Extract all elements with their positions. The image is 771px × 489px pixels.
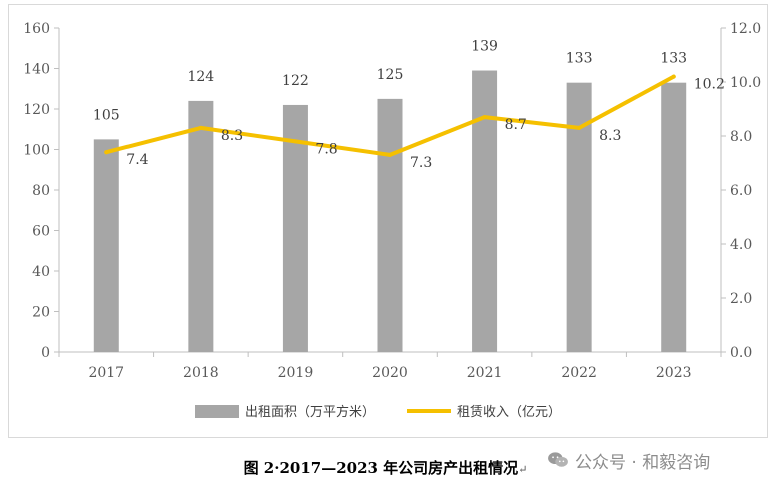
caption-text: 图 2·2017—2023 年公司房产出租情况	[243, 459, 519, 477]
bar-data-label: 133	[660, 51, 687, 67]
bar	[661, 82, 687, 353]
bar	[282, 104, 308, 352]
legend-bar-swatch	[195, 405, 239, 418]
line-point	[671, 74, 676, 79]
left-tick-label: 80	[32, 183, 50, 199]
bar-data-label: 125	[377, 67, 404, 83]
bar-data-label: 139	[471, 39, 498, 55]
labels-layer: 105 124 122 125 139 133 133 7.4 8.3 7.8 7.3 8.7 8.3 1…	[93, 39, 725, 171]
line-layer	[104, 74, 676, 157]
line-data-label: 7.4	[126, 152, 148, 168]
line-data-label: 8.3	[221, 128, 243, 144]
bar-data-label: 122	[282, 73, 309, 89]
line-point	[198, 125, 203, 130]
legend: 出租面积（万平方米） 租赁收入（亿元）	[195, 404, 561, 420]
right-tick-label: 6.0	[730, 183, 752, 199]
paragraph-mark: ↵	[518, 463, 528, 476]
x-tick-label: 2021	[467, 365, 503, 381]
bar	[93, 139, 119, 352]
chart-frame: 0 20 40 60 80 100 120 140 160 0.0 2.0 4.0 6.0 8.0 10.0…	[8, 4, 768, 438]
bar-data-label: 124	[187, 69, 214, 85]
x-tick-label: 2018	[183, 365, 219, 381]
left-tick-label: 100	[23, 143, 50, 159]
left-tick-label: 20	[32, 305, 50, 321]
x-tick-label: 2020	[372, 365, 408, 381]
left-tick-label: 40	[32, 264, 50, 280]
line-point	[482, 115, 487, 120]
bars-layer	[93, 70, 687, 353]
x-tick-label: 2023	[656, 365, 692, 381]
line-data-label: 8.3	[599, 128, 621, 144]
watermark-text: 公众号 · 和毅咨询	[575, 452, 711, 473]
legend-line-label: 租赁收入（亿元）	[457, 405, 561, 420]
x-tick-label: 2017	[88, 365, 124, 381]
right-tick-label: 2.0	[730, 291, 752, 307]
right-tick-label: 0.0	[730, 345, 752, 361]
line-point	[104, 150, 109, 155]
wechat-icon	[548, 452, 568, 467]
left-tick-label: 60	[32, 224, 50, 240]
left-tick-label: 0	[41, 345, 50, 361]
x-tick-label: 2022	[561, 365, 597, 381]
bar-data-label: 133	[566, 51, 593, 67]
left-tick-label: 120	[23, 102, 50, 118]
watermark: 公众号 · 和毅咨询	[543, 446, 715, 474]
left-tick-label: 140	[23, 62, 50, 78]
line-data-label: 7.3	[410, 155, 432, 171]
legend-bar-label: 出租面积（万平方米）	[245, 404, 375, 420]
bar	[377, 98, 403, 352]
right-tick-label: 12.0	[730, 21, 761, 37]
bar	[188, 100, 214, 353]
x-tick-label: 2019	[278, 365, 314, 381]
figure-caption: 图 2·2017—2023 年公司房产出租情况↵	[0, 457, 771, 478]
line-data-label: 7.8	[315, 141, 337, 157]
bar	[472, 70, 498, 353]
left-tick-label: 160	[23, 21, 50, 37]
line-point	[293, 139, 298, 144]
axes-layer: 0 20 40 60 80 100 120 140 160 0.0 2.0 4.0 6.0 8.0 10.0…	[23, 21, 761, 381]
bar-data-label: 105	[93, 107, 120, 123]
line-data-label: 8.7	[505, 117, 527, 133]
line-point	[388, 152, 392, 157]
line-data-label: 10.2	[694, 77, 725, 93]
line-point	[577, 125, 582, 130]
right-tick-label: 8.0	[730, 129, 752, 145]
right-tick-label: 10.0	[730, 75, 761, 91]
chart-svg: 0 20 40 60 80 100 120 140 160 0.0 2.0 4.0 6.0 8.0 10.0…	[23, 21, 761, 420]
right-tick-label: 4.0	[730, 237, 752, 253]
